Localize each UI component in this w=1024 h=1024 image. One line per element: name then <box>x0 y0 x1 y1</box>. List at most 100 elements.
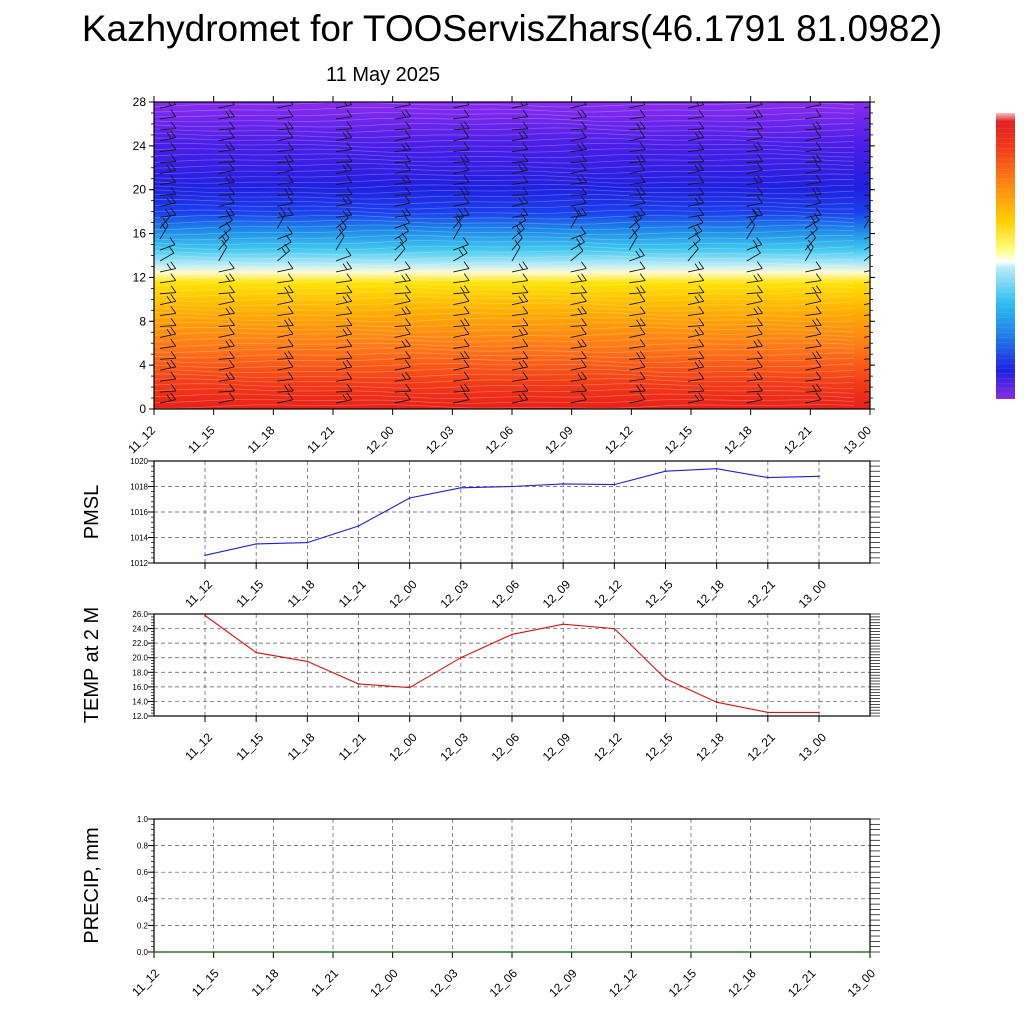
wind-barb-flag <box>757 285 763 293</box>
data-point <box>809 951 812 953</box>
contour-line <box>154 224 855 231</box>
wind-barb-flag <box>522 326 529 335</box>
wind-barb-staff <box>629 292 646 295</box>
wind-barb-staff <box>453 104 470 109</box>
wind-barb-staff <box>277 357 294 360</box>
wind-barb-staff <box>218 116 235 120</box>
wind-barb-flag <box>812 221 818 230</box>
wind-barb <box>394 223 409 240</box>
wind-barb-staff <box>629 214 646 218</box>
wind-barb <box>453 130 470 142</box>
wind-barb-staff <box>746 116 763 120</box>
y-tick-label: 8 <box>139 314 146 328</box>
wind-barb <box>453 294 470 306</box>
wind-barb-staff <box>511 237 523 251</box>
wind-barb <box>511 294 529 306</box>
wind-barb-flag <box>694 164 700 172</box>
wind-barb <box>277 318 294 327</box>
wind-barb-flag <box>228 162 235 171</box>
y-tick-label: 16.0 <box>132 683 148 692</box>
wind-barb <box>335 359 353 371</box>
wind-barb-staff <box>277 333 294 338</box>
wind-barb <box>511 371 529 382</box>
wind-barb-flag <box>756 392 763 400</box>
wind-barb-flag <box>815 207 822 216</box>
wind-barb <box>511 121 529 131</box>
wind-barb-staff <box>570 233 586 240</box>
x-tick-label: 12_09 <box>540 577 574 611</box>
wind-barb-flag <box>229 187 235 195</box>
wind-barb-flag <box>346 154 353 162</box>
wind-barb-flag <box>580 359 587 368</box>
data-point <box>460 487 462 489</box>
wind-barb-flag <box>346 294 353 302</box>
wind-barb-flag <box>581 109 587 117</box>
wind-barb-flag <box>522 359 529 368</box>
wind-barb-flag <box>287 359 294 368</box>
wind-barb-staff <box>218 312 235 317</box>
wind-barb-staff <box>218 399 235 404</box>
wind-barb-flag <box>581 175 587 183</box>
wind-barb-flag <box>639 187 646 195</box>
wind-barb-staff <box>159 137 176 142</box>
x-tick-label: 12_09 <box>546 966 580 1000</box>
wind-barb-staff <box>511 149 528 153</box>
wind-barb <box>511 306 529 317</box>
data-point <box>511 485 513 488</box>
wind-barb-flag <box>815 294 822 302</box>
x-tick-label: 12_03 <box>437 577 471 611</box>
wind-barb <box>335 326 353 338</box>
wind-barb <box>805 383 822 393</box>
wind-barb-staff <box>570 128 587 131</box>
wind-barb <box>687 383 705 393</box>
data-point <box>391 951 394 953</box>
wind-barb-staff <box>570 312 587 317</box>
wind-barb-staff <box>863 314 870 317</box>
wind-barb-staff <box>805 378 822 382</box>
wind-barb <box>453 237 469 251</box>
wind-barb <box>863 401 870 404</box>
wind-barb-flag <box>401 209 407 216</box>
wind-barb-flag <box>813 212 820 221</box>
wind-barb-flag <box>757 318 763 326</box>
wind-barb-flag <box>404 130 411 138</box>
wind-barb-flag <box>401 373 407 380</box>
wind-barb-flag <box>287 109 294 117</box>
wind-barb-flag <box>639 248 645 256</box>
wind-barb-flag <box>287 261 294 269</box>
wind-barb-flag <box>229 154 235 162</box>
wind-barb-flag <box>287 226 293 234</box>
contour-line <box>154 219 855 225</box>
wind-barb-staff <box>687 300 704 306</box>
wind-barb-flag <box>522 294 529 302</box>
wind-barb <box>218 338 235 349</box>
wind-barb <box>277 350 294 360</box>
wind-barb <box>570 392 587 404</box>
wind-barb-staff <box>511 280 528 284</box>
wind-barb <box>863 246 870 251</box>
contour-line <box>154 106 855 113</box>
wind-barb <box>511 207 529 218</box>
wind-barb <box>159 261 177 273</box>
wind-barb-staff <box>805 181 822 185</box>
wind-barb-staff <box>335 324 353 327</box>
wind-barb-staff <box>335 292 353 295</box>
wind-barb-staff <box>335 128 353 131</box>
wind-barb-flag <box>812 155 817 163</box>
wind-barb <box>746 383 763 393</box>
wind-barb-staff <box>277 137 294 142</box>
wind-barb-staff <box>277 161 294 164</box>
wind-barb-staff <box>629 149 646 153</box>
wind-barb-staff <box>453 193 470 196</box>
wind-barb <box>805 154 822 164</box>
wind-barb <box>277 306 294 317</box>
data-point <box>767 711 769 714</box>
wind-barb <box>335 109 353 120</box>
wind-barb-staff <box>746 244 762 251</box>
wind-barb-staff <box>453 169 470 174</box>
wind-barb-flag <box>698 392 705 400</box>
wind-barb <box>218 121 235 131</box>
wind-barb-flag <box>168 245 175 254</box>
wind-barb-flag <box>698 350 705 359</box>
wind-barb-flag <box>522 162 529 171</box>
